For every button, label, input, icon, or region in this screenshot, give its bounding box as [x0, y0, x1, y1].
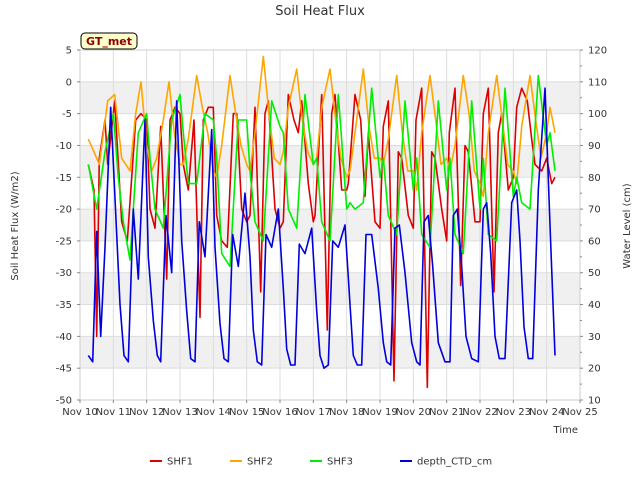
legend-item-shf1: SHF1	[150, 457, 193, 468]
y-tick-label-left: -20	[56, 205, 72, 216]
y-tick-label-left: 5	[66, 46, 72, 57]
legend: SHF1 SHF2 SHF3 depth_CTD_cm	[150, 457, 492, 468]
y-tick-label-left: -45	[56, 364, 72, 375]
y-axis-title-left: Soil Heat Flux (W/m2)	[10, 171, 21, 280]
y-tick-label-left: -10	[56, 141, 72, 152]
chart-title: Soil Heat Flux	[275, 4, 365, 19]
y-tick-label-right: 10	[588, 396, 601, 407]
y-tick-label-right: 40	[588, 300, 601, 311]
y-tick-label-left: -40	[56, 332, 72, 343]
x-tick-label: Nov 20	[396, 407, 431, 418]
y-tick-label-right: 60	[588, 236, 601, 247]
series-line-shf2	[87, 55, 556, 198]
legend-item-depth-ctd-cm: depth_CTD_cm	[400, 457, 492, 468]
y-tick-label-left: 0	[66, 77, 72, 88]
legend-label: SHF2	[247, 457, 273, 468]
x-tick-label: Nov 16	[262, 407, 297, 418]
y-tick-label-right: 100	[588, 109, 607, 120]
series-layer	[87, 55, 556, 389]
x-tick-label: Nov 25	[562, 407, 597, 418]
y-tick-label-right: 50	[588, 268, 601, 279]
y-tick-label-right: 30	[588, 332, 601, 343]
y-tick-label-right: 80	[588, 173, 601, 184]
y-tick-label-left: -15	[56, 173, 72, 184]
y-tick-label-left: -5	[62, 109, 72, 120]
legend-label: depth_CTD_cm	[417, 457, 492, 468]
x-tick-label: Nov 23	[496, 407, 531, 418]
y-tick-label-left: -35	[56, 300, 72, 311]
y-tick-label-right: 120	[588, 46, 607, 57]
x-tick-label: Nov 17	[296, 407, 331, 418]
station-badge: GT_met	[80, 32, 138, 50]
badge-label: GT_met	[86, 35, 132, 48]
y-axis-title-right: Water Level (cm)	[622, 183, 633, 268]
x-tick-label: Nov 15	[229, 407, 264, 418]
legend-label: SHF3	[327, 457, 353, 468]
legend-label: SHF1	[167, 457, 193, 468]
y-tick-label-right: 20	[588, 364, 601, 375]
legend-item-shf2: SHF2	[230, 457, 273, 468]
y-tick-label-left: -50	[56, 396, 72, 407]
y-tick-label-right: 70	[588, 205, 601, 216]
badge-box	[80, 32, 138, 50]
y-tick-label-right: 110	[588, 77, 607, 88]
series-line-shf3	[87, 74, 556, 268]
y-tick-label-right: 90	[588, 141, 601, 152]
x-tick-label: Nov 21	[429, 407, 464, 418]
x-tick-label: Nov 11	[96, 407, 131, 418]
x-tick-label: Nov 13	[162, 407, 197, 418]
x-tick-label: Nov 22	[462, 407, 497, 418]
axes: 50-5-10-15-20-25-30-35-40-45-50120110100…	[56, 46, 607, 419]
series-line-shf1	[87, 87, 556, 389]
x-tick-label: Nov 12	[129, 407, 164, 418]
x-axis-title: Time	[553, 425, 578, 436]
y-tick-label-left: -30	[56, 268, 72, 279]
series-line-depth-ctd-cm	[87, 87, 556, 370]
y-tick-label-left: -25	[56, 236, 72, 247]
grid-band	[80, 81, 580, 114]
x-tick-label: Nov 14	[196, 407, 231, 418]
x-tick-label: Nov 10	[62, 407, 97, 418]
x-tick-label: Nov 24	[529, 407, 564, 418]
x-tick-label: Nov 19	[362, 407, 397, 418]
legend-item-shf3: SHF3	[310, 457, 353, 468]
x-tick-label: Nov 18	[329, 407, 364, 418]
